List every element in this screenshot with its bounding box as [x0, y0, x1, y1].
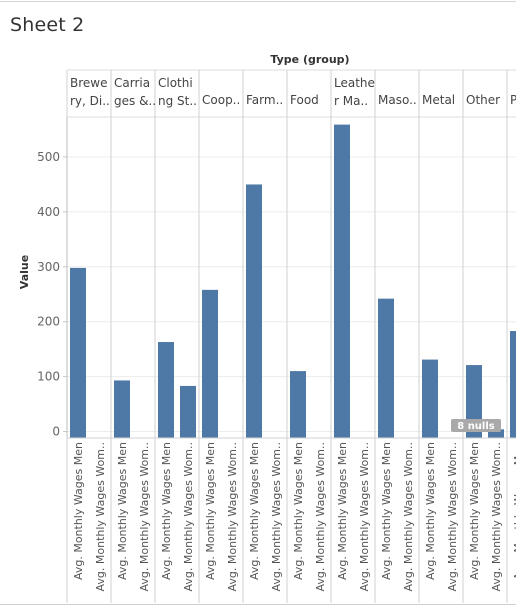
bar[interactable] [378, 298, 394, 438]
group-header-label: Publi.. [510, 93, 516, 107]
measure-label: Avg. Monthly Wages Men [424, 442, 437, 580]
y-tick-label: 0 [52, 425, 60, 439]
measure-label: Avg. Monthly Wages Men [116, 442, 129, 580]
bar[interactable] [510, 331, 516, 438]
bar[interactable] [334, 124, 350, 438]
bar[interactable] [114, 380, 130, 438]
y-tick-label: 300 [37, 260, 60, 274]
group-header-label: Farm.. [246, 93, 283, 107]
measure-label: Avg. Monthly Wages Wom.. [138, 442, 151, 591]
null-badge-label: 8 nulls [457, 421, 495, 432]
sheet-title: Sheet 2 [10, 14, 85, 36]
measure-label: Avg. Monthly Wages Wom.. [402, 442, 415, 591]
group-header-label: Brewe [70, 76, 107, 90]
y-tick-label: 400 [37, 205, 60, 219]
measure-label: Avg. Monthly Wages Men [72, 442, 85, 580]
y-tick-label: 500 [37, 150, 60, 164]
measure-label: Avg. Monthly Wages Men [336, 442, 349, 580]
group-header-label: Coop.. [202, 93, 240, 107]
group-header-label: r Ma.. [334, 94, 368, 108]
bar[interactable] [246, 184, 262, 438]
null-badge[interactable] [451, 419, 501, 432]
group-header-label: Metal [422, 93, 455, 107]
y-axis-title: Value [18, 255, 31, 289]
measure-label: Avg. Monthly Wages Wom.. [490, 442, 503, 591]
group-header-label: Carria [114, 76, 150, 90]
group-header-label: ry, Di.. [70, 94, 110, 108]
group-header-label: Clothi [158, 76, 193, 90]
bar[interactable] [422, 359, 438, 438]
group-header-label: Leathe [334, 76, 375, 90]
measure-label: Avg. Monthly Wages Men [160, 442, 173, 580]
measure-label: Avg. Monthly Wages Wom.. [94, 442, 107, 591]
measure-label: Avg. Monthly Wages Wom.. [270, 442, 283, 591]
group-header-label: ng St.. [158, 94, 197, 108]
measure-label: Avg. Monthly Wages Wom.. [358, 442, 371, 591]
column-header-title: Type (group) [270, 53, 349, 66]
y-tick-label: 200 [37, 315, 60, 329]
group-header-label: Maso.. [378, 93, 417, 107]
group-header-label: Food [290, 93, 319, 107]
bar[interactable] [70, 267, 86, 438]
measure-label: Avg. Monthly Wages Wom.. [314, 442, 327, 591]
bar[interactable] [158, 342, 174, 438]
measure-label: Avg. Monthly Wages Men [468, 442, 481, 580]
bottom-border [0, 604, 516, 605]
measure-label: Avg. Monthly Wages Men [248, 442, 261, 580]
bar[interactable] [290, 371, 306, 438]
bar[interactable] [202, 289, 218, 438]
measure-label: Avg. Monthly Wages Wom.. [226, 442, 239, 591]
y-tick-label: 100 [37, 370, 60, 384]
measure-label: Avg. Monthly Wages Men [380, 442, 393, 580]
measure-label: Avg. Monthly Wages Wom.. [182, 442, 195, 591]
group-header-label: Other [466, 93, 500, 107]
measure-label: Avg. Monthly Wages Wom.. [446, 442, 459, 591]
group-header-label: ges &.. [114, 94, 156, 108]
bar[interactable] [488, 429, 504, 438]
top-border [0, 1, 516, 2]
measure-label: Avg. Monthly Wages Men [512, 442, 516, 580]
bar[interactable] [180, 385, 196, 438]
measure-label: Avg. Monthly Wages Men [292, 442, 305, 580]
measure-label: Avg. Monthly Wages Men [204, 442, 217, 580]
